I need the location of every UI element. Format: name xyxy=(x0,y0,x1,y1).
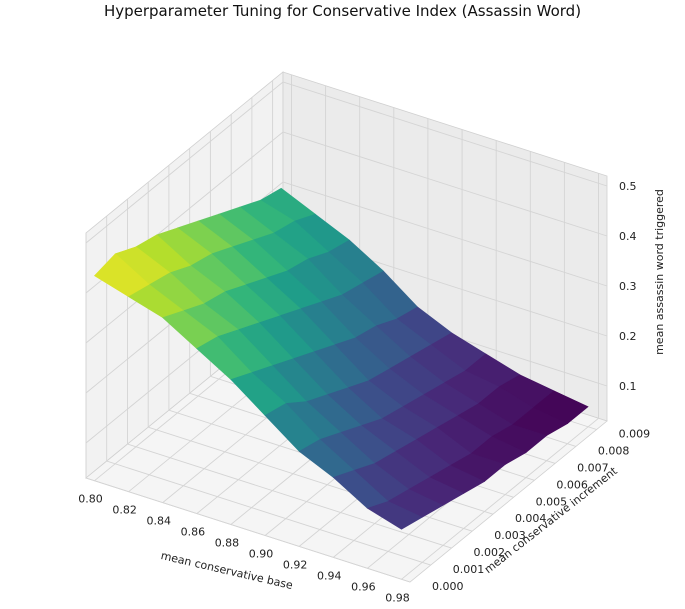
surface-mesh xyxy=(94,187,589,530)
x-gridline xyxy=(401,173,599,580)
x-tick-label: 0.84 xyxy=(146,515,171,528)
x-tick-label: 0.92 xyxy=(283,558,308,571)
x-tick-label: 0.86 xyxy=(181,526,206,539)
z-tick-label: 0.5 xyxy=(619,180,637,193)
y-tick-label: 0.000 xyxy=(432,580,464,593)
chart-title: Hyperparameter Tuning for Conservative I… xyxy=(103,2,582,20)
x-tick-label: 0.98 xyxy=(385,591,410,604)
x-tick-label: 0.82 xyxy=(112,504,137,517)
x-tick-label: 0.96 xyxy=(351,580,376,593)
surface-facet xyxy=(366,501,423,530)
z-axis-label: mean assassin word triggered xyxy=(653,189,666,355)
z-tick-labels: 0.1 0.2 0.3 0.4 0.5 xyxy=(619,180,637,393)
x-tick-label: 0.94 xyxy=(317,569,342,582)
y-tick-labels: 0.000 0.001 0.002 0.003 0.004 0.005 0.006 0.007… xyxy=(432,427,650,593)
x-axis-label: mean conservative base xyxy=(160,549,295,592)
x-tick-label: 0.90 xyxy=(249,547,274,560)
y-tick-label: 0.007 xyxy=(577,461,609,474)
z-tick-label: 0.1 xyxy=(619,380,637,393)
y-tick-label: 0.005 xyxy=(536,495,568,508)
z-tick-label: 0.2 xyxy=(619,330,637,343)
y-tick-label: 0.004 xyxy=(515,512,547,525)
y-tick-label: 0.001 xyxy=(453,563,485,576)
y-gridline xyxy=(106,216,431,566)
y-tick-label: 0.009 xyxy=(619,427,651,440)
x-tick-label: 0.80 xyxy=(78,493,103,506)
y-tick-label: 0.008 xyxy=(598,444,630,457)
z-tick-label: 0.3 xyxy=(619,280,637,293)
x-tick-label: 0.88 xyxy=(215,537,240,550)
y-tick-label: 0.003 xyxy=(494,529,526,542)
y-gridline xyxy=(85,233,411,583)
y-tick-label: 0.006 xyxy=(556,478,588,491)
x-tick-labels: 0.80 0.82 0.84 0.86 0.88 0.90 0.92 0.94 0.96 0.98 xyxy=(78,493,409,605)
z-gridline xyxy=(85,81,608,244)
y-tick-label: 0.002 xyxy=(473,546,505,559)
z-tick-label: 0.4 xyxy=(619,230,637,243)
